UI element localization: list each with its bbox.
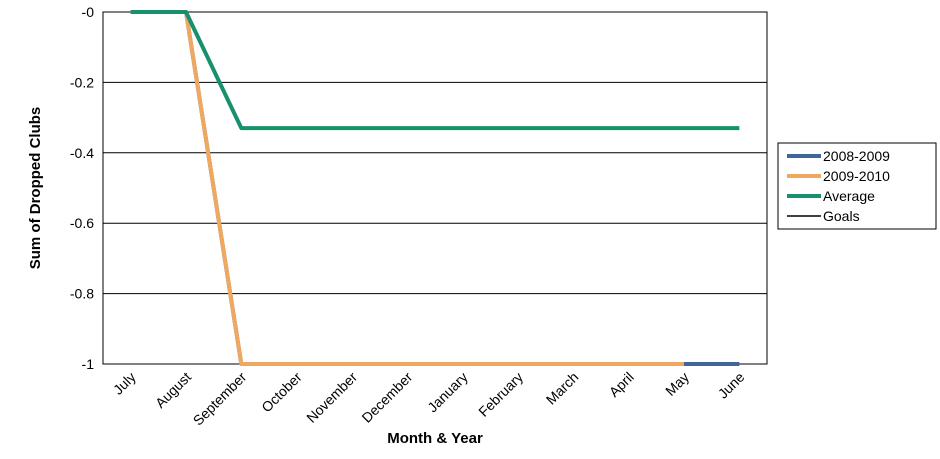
y-tick-label: -0.4 [70,145,94,161]
x-tick-label: September [190,369,250,429]
y-axis-title: Sum of Dropped Clubs [27,107,44,270]
y-tick-label: -0 [82,4,95,20]
y-tick-label: -0.6 [70,215,94,231]
x-tick-label: February [475,369,526,420]
x-tick-label: November [303,369,360,426]
y-tick-label: -1 [82,356,95,372]
y-tick-label: -0.8 [70,286,94,302]
plot-area [102,11,768,365]
x-tick-label: June [715,369,748,402]
x-tick-label: March [543,369,582,408]
legend-label: Average [823,188,875,204]
legend-label: 2008-2009 [823,148,890,164]
y-tick-label: -0.2 [70,74,94,90]
x-tick-label: August [152,369,194,411]
x-tick-label: May [662,369,692,399]
x-tick-label: October [258,369,305,416]
series-line [130,10,684,366]
x-tick-label: January [424,369,471,416]
series-line [130,10,740,131]
x-tick-label: July [110,369,139,398]
legend-label: 2009-2010 [823,168,890,184]
x-axis-title: Month & Year [387,430,483,447]
x-tick-label: April [606,369,637,400]
x-tick-label: December [358,369,415,426]
legend-label: Goals [823,208,860,224]
